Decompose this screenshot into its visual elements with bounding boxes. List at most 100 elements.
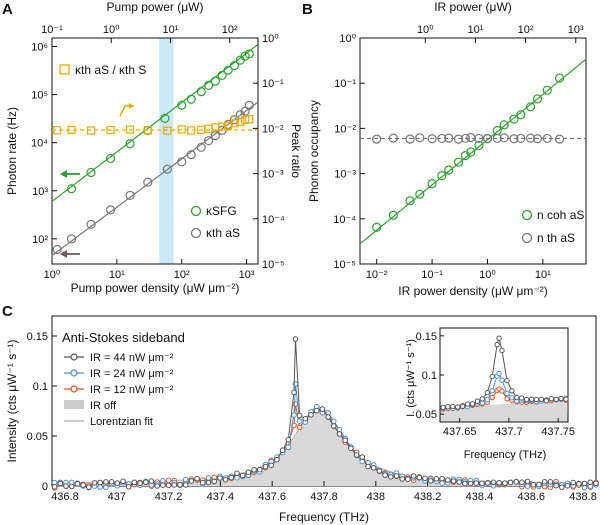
inset-series-point-1 [496,370,502,377]
inset-series-point-0 [543,398,549,404]
x-tick-label: 438.4 [466,491,494,503]
data-point-1 [516,133,526,144]
series-point-0 [51,483,58,490]
inset-series-point-0 [548,396,554,402]
panel-label-b: B [302,1,313,18]
panel-a-y-axis-label: Photon rate (Hz) [5,107,19,195]
legend-ncoh-label: n coh aS [537,208,584,222]
inset-series-point-0 [479,396,485,402]
data-point-1 [210,131,220,141]
y-tick-label: 0.15 [27,331,48,343]
x-tick-label: 10² [174,269,190,281]
panel-a-marks [51,44,259,257]
data-point-0 [466,147,476,157]
ir-off-area [52,409,596,486]
inset: 437.65 437.7 437.75 0.05 0.1 0.15 Frequency (… [405,324,586,461]
series-point-0 [292,336,299,342]
data-point-1 [186,150,196,160]
y-tick-label: 10⁵ [31,90,48,102]
x2-tick-label: 10² [518,24,534,36]
data-point-1 [466,132,476,143]
series-point-0 [234,470,240,477]
series-point-0 [97,479,103,486]
data-point-0 [86,167,96,178]
series-point-0 [553,482,559,489]
series-point-0 [370,465,377,471]
ratio-point [86,126,96,135]
series-point-0 [114,480,121,486]
x-tick-label: 437.6 [258,491,286,503]
inset-series-point-1 [484,397,490,403]
legend-ksfg-marker [190,205,202,217]
data-point-1 [509,134,519,144]
x-tick-label: 10⁰ [44,269,61,281]
panel-b-marks [359,58,587,245]
inset-series-point-0 [558,395,564,402]
highlight-band [159,38,174,264]
y-tick-label: 10³ [32,186,48,198]
data-point-1 [177,157,187,167]
data-point-1 [444,133,454,143]
fit-line-1 [51,101,259,257]
x-tick-label: 438.8 [569,491,597,503]
series-point-0 [319,406,326,412]
series-point-1 [524,483,531,490]
series-point-0 [182,482,189,488]
inset-series-point-0 [455,404,461,410]
series-point-0 [388,474,394,480]
legend-lorentz-label: Lorentzian fit [90,416,153,428]
inset-series-point-0 [533,396,540,403]
y-tick-label: 10⁻¹ [334,78,356,90]
series-point-0 [353,452,360,458]
data-point-0 [444,165,454,175]
series-point-0 [564,483,571,489]
legend-ir12-label: IR = 12 nW μm⁻² [90,384,174,396]
y2-tick-label: 10⁻⁴ [262,214,285,226]
series-point-0 [399,476,406,482]
data-point-1 [554,134,565,144]
inset-series-point-0 [504,377,510,384]
inset-y-tick-label: 0.05 [416,409,437,421]
series-point-0 [450,478,457,484]
panel-b-frame [359,37,587,265]
series-point-0 [285,436,292,443]
ratio-point [67,125,76,134]
data-point-0 [525,102,536,112]
inset-series-point-0 [484,389,490,396]
y2-tick-label: 10⁰ [262,33,279,45]
ratio-point [204,124,213,133]
legend-nth-label: n th aS [537,231,575,245]
data-point-1 [542,133,552,144]
legend-ir44-label: IR = 44 nW μm⁻² [90,352,174,364]
x2-tick-label: 10⁰ [417,24,434,36]
x2-tick-label: 10⁰ [103,24,120,36]
legend-ir44-marker [70,353,78,361]
panel-a-ticks: 10⁰ 10¹ 10² 10³ 10⁻¹ 10⁰ 10¹ 10² 10² 10³ 10⁴ 10⁵ 10⁶… [31,24,285,281]
ratio-point [187,126,196,135]
x-tick-label: 437.4 [207,491,235,503]
y-tick-label: 10⁻⁵ [333,259,356,271]
ratio-point [177,125,186,134]
series-point-0 [296,412,303,419]
series-point-1 [160,477,166,484]
data-point-0 [437,171,447,181]
panel-b-top-axis-label: IR power (μW) [434,0,512,14]
y-tick-label: 10⁻⁴ [333,214,356,226]
series-point-0 [137,480,143,486]
ratio-point [236,117,245,126]
x-tick-label: 438 [367,491,385,503]
series-point-1 [439,480,445,487]
series-point-0 [165,482,172,489]
data-point-1 [482,134,493,144]
y2-tick-label: 10⁻² [262,123,284,135]
x2-tick-label: 10¹ [467,24,483,36]
inset-y-tick-label: 0.1 [422,370,437,382]
inset-fill [440,399,568,422]
series-point-0 [257,466,263,473]
ratio-point [125,125,135,134]
series-point-0 [160,482,166,489]
series-point-1 [285,444,292,451]
x-tick-label: 10⁰ [479,269,496,281]
series-point-0 [131,479,138,486]
series-point-0 [484,480,491,486]
